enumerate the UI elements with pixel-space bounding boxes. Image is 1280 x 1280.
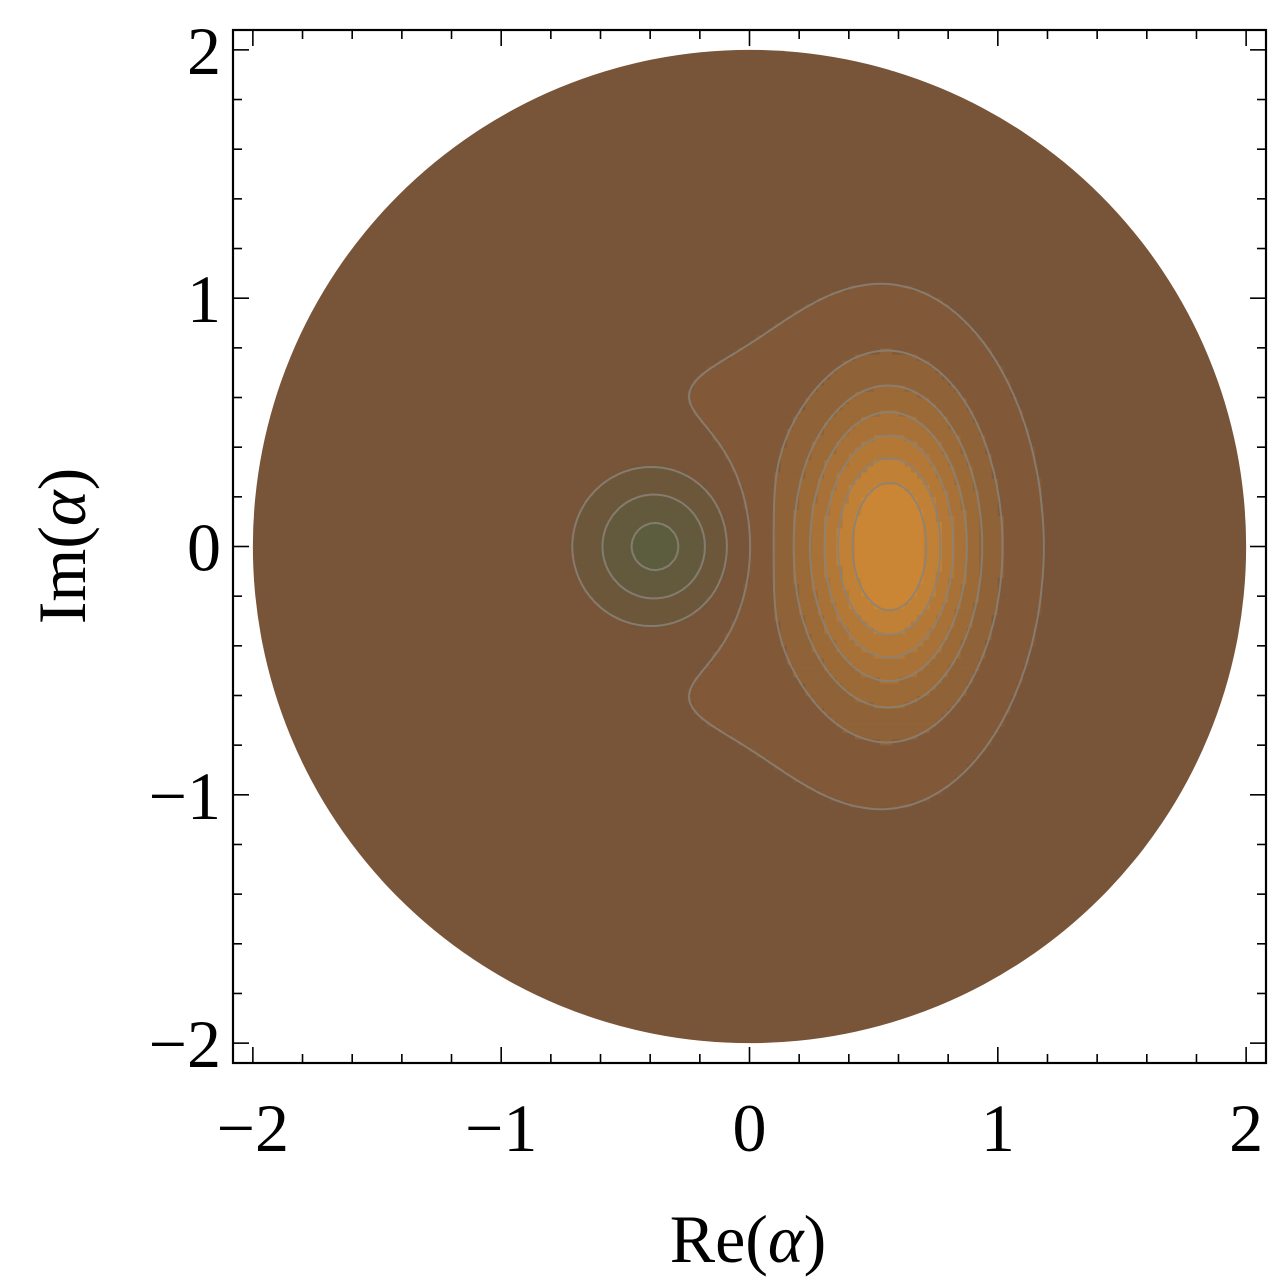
y-tick-label: 0: [187, 510, 221, 586]
x-tick-label: 0: [733, 1090, 767, 1166]
contour-line: [601, 493, 706, 600]
contour-line: [772, 349, 1004, 744]
x-tick-labels: −2 −1 0 1 2: [217, 1090, 1263, 1166]
x-axis-label: Re(α): [670, 1201, 827, 1277]
contour-line: [823, 434, 955, 659]
y-tick-label: 1: [187, 261, 221, 337]
y-tick-label: −1: [149, 758, 221, 834]
x-tick-label: 2: [1229, 1090, 1263, 1166]
x-tick-label: −2: [217, 1090, 289, 1166]
axis-ticks: [233, 30, 1266, 1063]
y-tick-label: 2: [187, 13, 221, 89]
contour-line: [809, 411, 968, 682]
contour-lines: [571, 282, 1045, 811]
x-tick-label: −1: [465, 1090, 537, 1166]
contour-line: [837, 457, 942, 636]
x-tick-label: 1: [981, 1090, 1015, 1166]
contour-line: [630, 521, 680, 572]
contour-line: [792, 384, 984, 709]
contour-line: [851, 481, 928, 612]
y-axis-label: Im(α): [24, 468, 100, 625]
y-tick-label: −2: [149, 1006, 221, 1082]
contour-fill: [252, 49, 1247, 1044]
y-tick-labels: −2 −1 0 1 2: [149, 13, 221, 1082]
contour-line: [687, 282, 1045, 811]
contour-line: [571, 466, 728, 627]
